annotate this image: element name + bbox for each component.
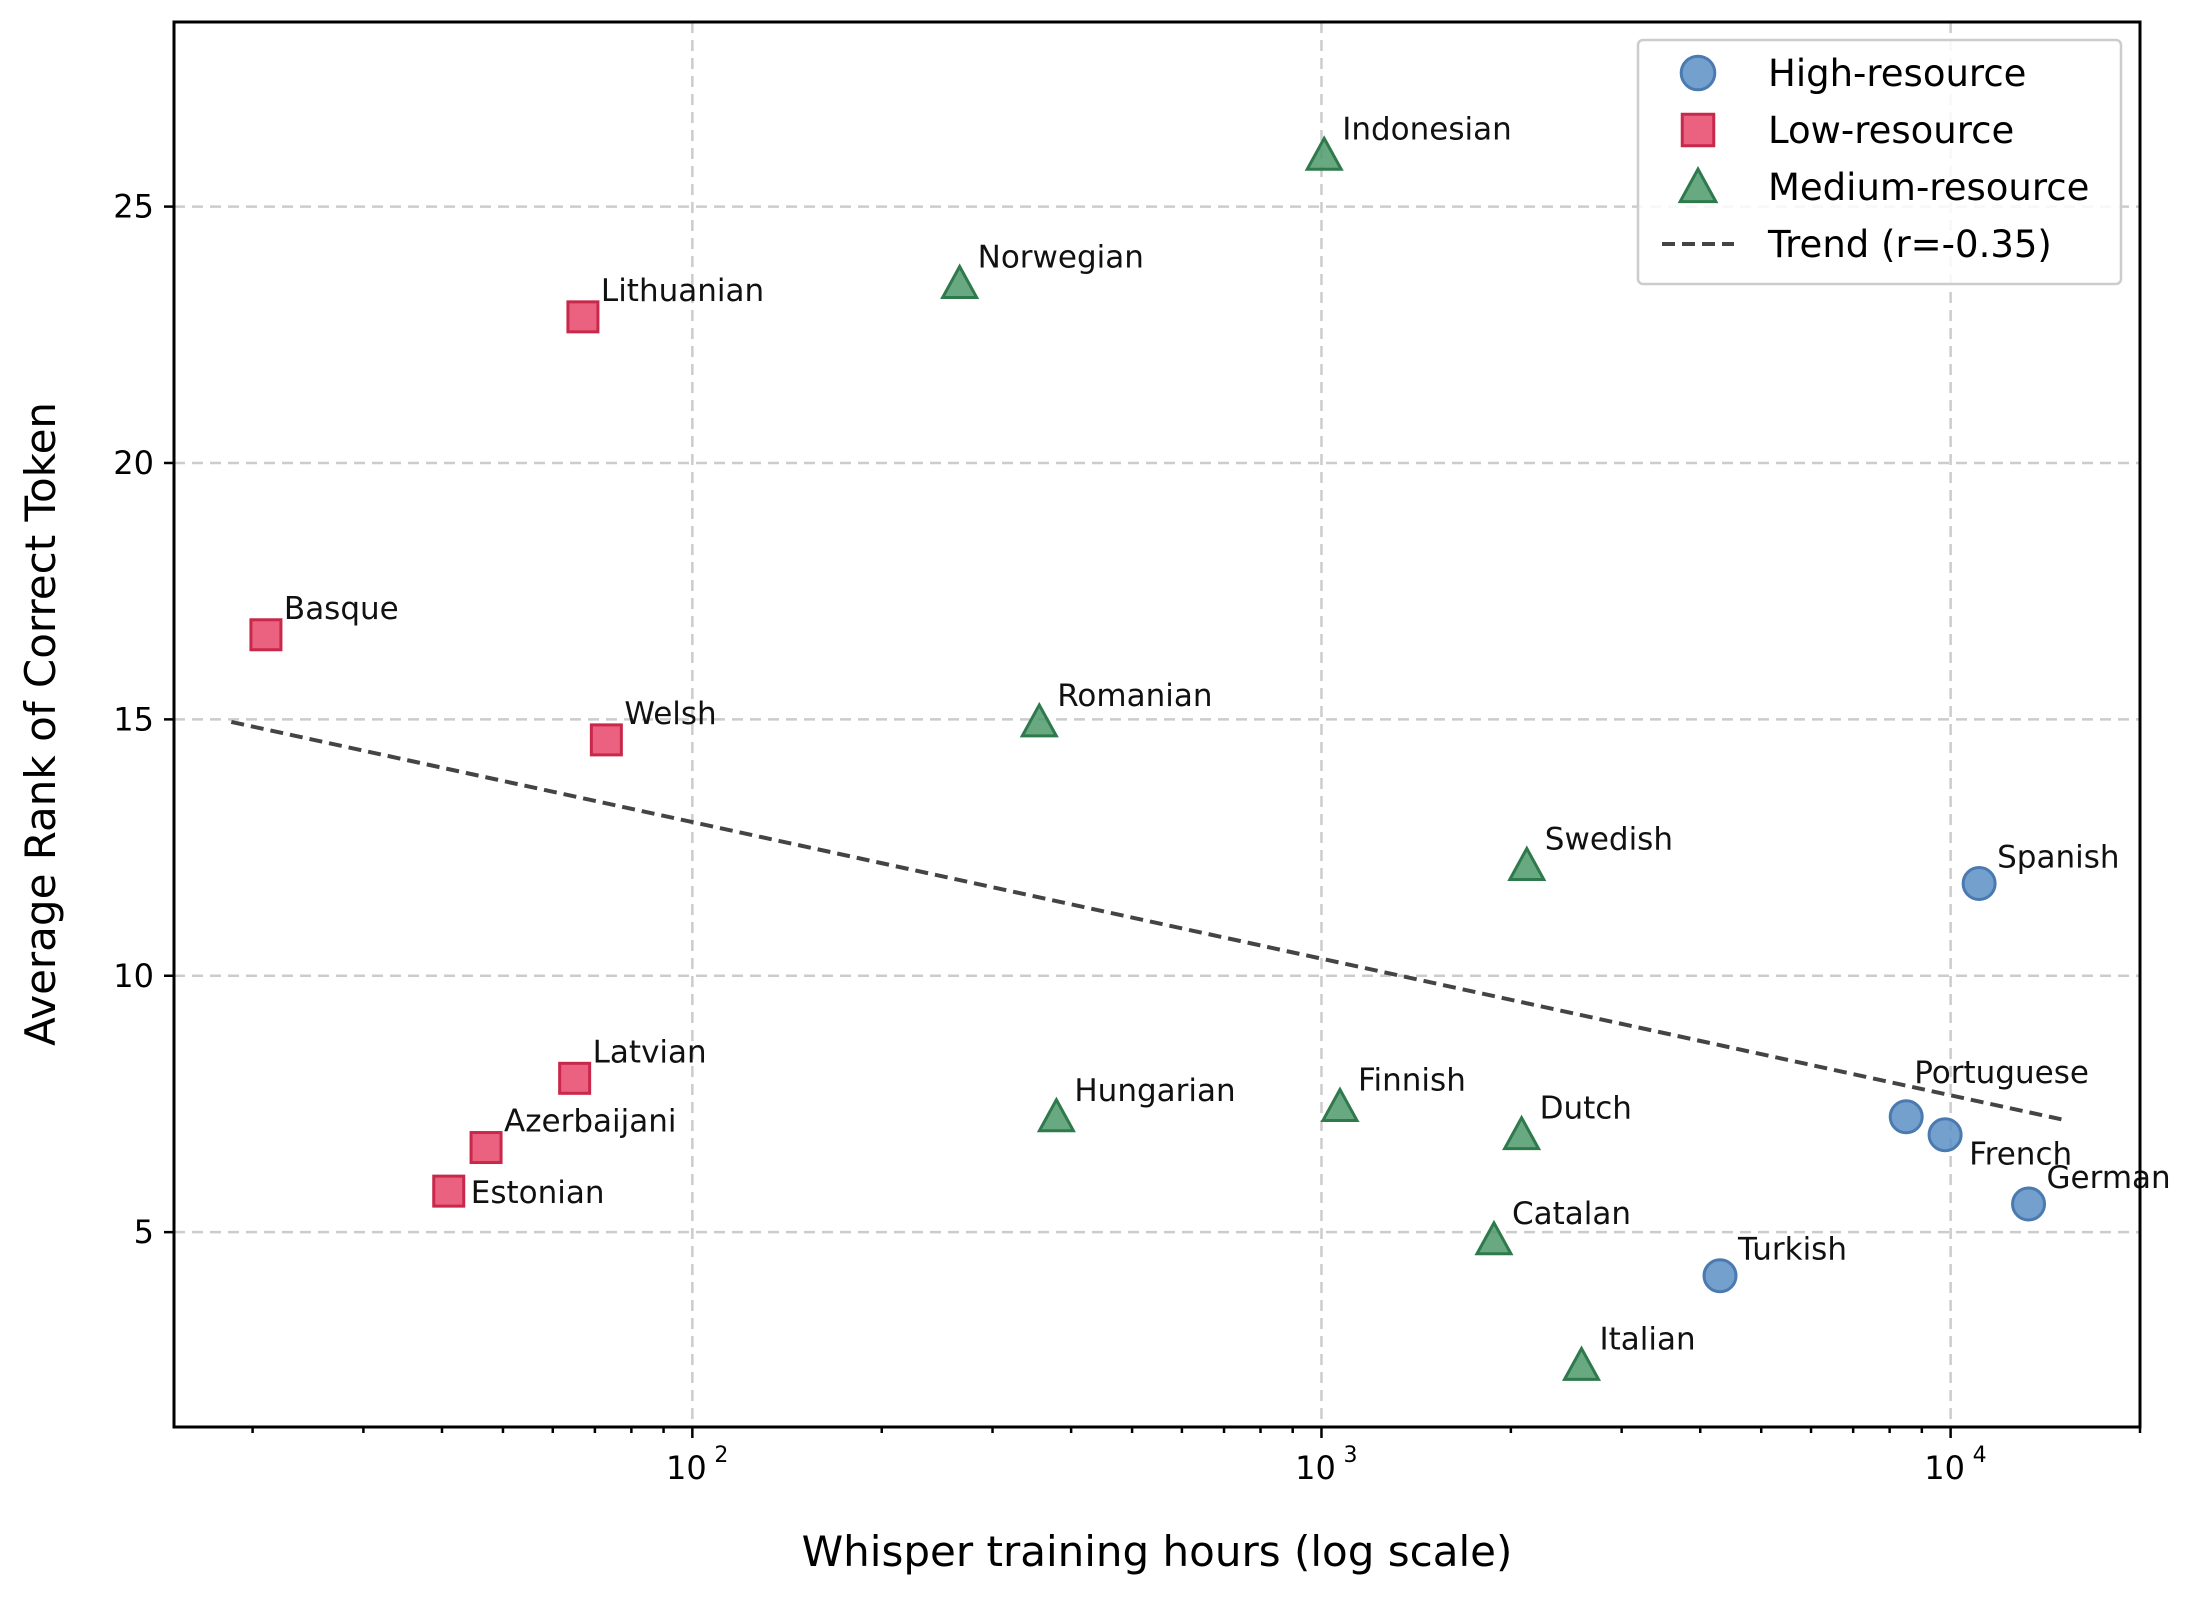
plot-area-frame [172, 20, 2142, 1429]
point-spanish [1961, 865, 1997, 901]
point-swedish [1507, 845, 1547, 881]
point-indonesian [1304, 135, 1344, 171]
point-label-azerbaijani: Azerbaijani [504, 1104, 676, 1140]
point-label-swedish: Swedish [1545, 822, 1673, 858]
point-romanian [1019, 701, 1059, 738]
legend-label-high-resource: High-resource [1768, 52, 2026, 95]
point-label-spanish: Spanish [1997, 839, 2119, 875]
x-tick-label-100: 10 [666, 1449, 707, 1487]
trend-line-group [230, 719, 2062, 1122]
point-french [1927, 1117, 1963, 1153]
point-label-romanian: Romanian [1057, 678, 1212, 714]
legend-label-low-resource: Low-resource [1768, 109, 2014, 152]
point-label-turkish: Turkish [1737, 1232, 1847, 1268]
point-label-dutch: Dutch [1540, 1091, 1632, 1127]
x-axis-title: Whisper training hours (log scale) [802, 1527, 1513, 1576]
point-catalan [1474, 1219, 1514, 1256]
point-label-german: German [2047, 1160, 2171, 1196]
point-label-finnish: Finnish [1358, 1063, 1466, 1099]
legend: High-resource Low-resource Medium-resource… [1636, 38, 2123, 286]
y-tick-label-25: 25 [113, 188, 154, 226]
point-norwegian [940, 263, 980, 299]
point-label-portuguese: Portuguese [1914, 1055, 2089, 1091]
point-basque [249, 618, 283, 652]
point-label-italian: Italian [1600, 1321, 1696, 1357]
x-tick-label-10000: 10 [1924, 1449, 1965, 1487]
point-estonian [432, 1174, 466, 1208]
axis-ticks: 5 10 15 20 25 10 2 10 3 10 4 [113, 188, 2142, 1487]
y-tick-label-5: 5 [134, 1213, 154, 1251]
legend-marker-low-resource [1680, 112, 1716, 148]
point-label-estonian: Estonian [471, 1175, 605, 1211]
legend-box [1636, 38, 2123, 286]
legend-label-medium-resource: Medium-resource [1768, 166, 2089, 209]
legend-marker-high-resource [1679, 54, 1717, 92]
legend-label-trend: Trend (r=-0.35) [1767, 223, 2052, 266]
grid-lines [174, 22, 2140, 1427]
point-label-french: French [1969, 1137, 2072, 1173]
point-portuguese [1888, 1099, 1924, 1135]
point-label-indonesian: Indonesian [1342, 111, 1512, 147]
point-label-basque: Basque [284, 591, 399, 627]
point-lithuanian [566, 300, 600, 334]
x-tick-exponent-1000: 3 [1343, 1443, 1357, 1468]
y-tick-label-15: 15 [113, 700, 154, 738]
point-german [2011, 1186, 2047, 1222]
point-finnish [1320, 1086, 1360, 1122]
point-label-norwegian: Norwegian [978, 240, 1144, 276]
point-latvian [558, 1061, 592, 1095]
x-tick-exponent-10000: 4 [1973, 1443, 1987, 1468]
y-tick-label-10: 10 [113, 957, 154, 995]
point-azerbaijani [469, 1131, 503, 1165]
trend-line [230, 719, 2062, 1122]
point-label-welsh: Welsh [624, 696, 716, 732]
point-label-lithuanian: Lithuanian [601, 273, 764, 309]
y-axis-title: Average Rank of Correct Token [16, 402, 65, 1046]
legend-marker-medium-resource [1677, 166, 1719, 204]
x-tick-exponent-100: 2 [714, 1443, 728, 1468]
point-label-catalan: Catalan [1512, 1196, 1631, 1232]
point-label-latvian: Latvian [593, 1034, 707, 1070]
y-tick-label-20: 20 [113, 444, 154, 482]
point-turkish [1702, 1258, 1738, 1294]
point-dutch [1502, 1114, 1542, 1151]
point-hungarian [1036, 1096, 1076, 1133]
point-italian [1561, 1345, 1602, 1381]
point-welsh [589, 723, 623, 757]
point-label-hungarian: Hungarian [1074, 1073, 1235, 1109]
data-points [249, 135, 2047, 1381]
x-tick-label-1000: 10 [1295, 1449, 1336, 1487]
